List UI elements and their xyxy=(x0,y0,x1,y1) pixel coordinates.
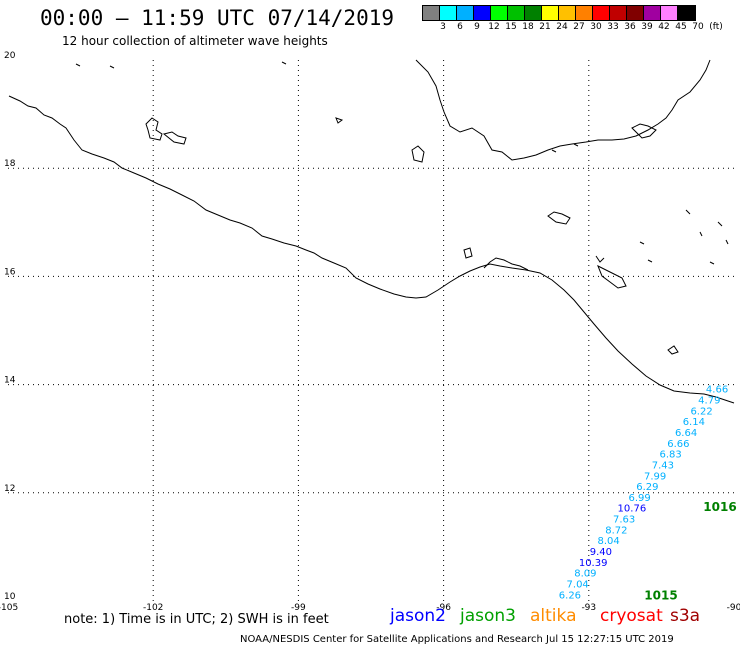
legend-label-33: 33 xyxy=(607,22,619,32)
legend-swatch-9 xyxy=(457,6,474,20)
wave-height-value: 7.43 xyxy=(652,460,674,471)
legend-swatch-36 xyxy=(610,6,627,20)
coastline xyxy=(8,59,735,404)
legend-swatch-3 xyxy=(423,6,440,20)
isthmus-bay xyxy=(483,257,529,271)
mexico-pacific-coastline xyxy=(8,95,735,404)
wave-height-value: 6.29 xyxy=(636,482,658,493)
wave-height-value: 6.66 xyxy=(667,439,689,450)
legend-label-30: 30 xyxy=(590,22,602,32)
legend-label-18: 18 xyxy=(522,22,534,32)
coast-detail-f xyxy=(595,255,605,263)
wave-height-value: 8.09 xyxy=(574,569,596,580)
legend-label-12: 12 xyxy=(488,22,500,32)
legend-swatch-15 xyxy=(491,6,508,20)
legend-label-42: 42 xyxy=(658,22,670,32)
time-label: 1015 xyxy=(644,588,677,602)
legend-swatch-70 xyxy=(678,6,695,20)
wave-height-value: 7.99 xyxy=(644,471,666,482)
coast-detail-h xyxy=(335,117,344,124)
altimeter-track: 4.664.796.226.146.646.666.837.437.996.29… xyxy=(559,385,737,603)
wave-height-color-legend xyxy=(422,5,696,21)
legend-swatch-21 xyxy=(525,6,542,20)
lat-label: 18 xyxy=(4,159,16,169)
legend-label-36: 36 xyxy=(624,22,636,32)
legend-swatch-24 xyxy=(542,6,559,20)
satellite-s3a: s3a xyxy=(670,606,701,626)
wave-height-value: 7.63 xyxy=(613,515,635,526)
coast-detail-e xyxy=(597,264,627,289)
lon-label: -105 xyxy=(0,603,18,613)
wave-height-value: 10.39 xyxy=(579,558,608,569)
legend-swatch-39 xyxy=(627,6,644,20)
wave-height-value: 6.22 xyxy=(690,406,712,417)
gulf-coastline xyxy=(415,59,711,161)
wave-height-value: 4.79 xyxy=(698,396,720,407)
wave-height-value: 6.14 xyxy=(683,417,705,428)
legend-swatch-33 xyxy=(593,6,610,20)
lat-label: 20 xyxy=(4,51,16,61)
lat-label: 16 xyxy=(4,267,16,277)
lon-label: -99 xyxy=(291,603,306,613)
lon-label: -102 xyxy=(143,603,163,613)
coast-detail-i xyxy=(463,247,473,259)
lat-lon-grid xyxy=(8,60,734,601)
satellite-altika: altika xyxy=(530,606,577,626)
coast-detail-c xyxy=(411,145,425,163)
wave-height-value: 8.04 xyxy=(598,536,620,547)
legend-label-39: 39 xyxy=(641,22,653,32)
lon-label: -90 xyxy=(727,603,740,613)
credit-line: NOAA/NESDIS Center for Satellite Applica… xyxy=(240,634,674,645)
coast-detail-k xyxy=(551,143,729,265)
legend-label-6: 6 xyxy=(457,22,463,32)
legend-unit: (ft) xyxy=(709,22,723,32)
time-label: 1016 xyxy=(703,500,736,514)
legend-swatch-6 xyxy=(440,6,457,20)
legend-label-9: 9 xyxy=(474,22,480,32)
wave-height-value: 9.40 xyxy=(590,547,612,558)
legend-label-21: 21 xyxy=(539,22,551,32)
lon-label: -93 xyxy=(581,603,596,613)
satellite-cryosat: cryosat xyxy=(600,606,663,626)
wave-height-value: 6.64 xyxy=(675,428,697,439)
legend-label-70: 70 xyxy=(692,22,704,32)
legend-label-3: 3 xyxy=(440,22,446,32)
legend-label-24: 24 xyxy=(556,22,568,32)
legend-label-45: 45 xyxy=(675,22,687,32)
units-note: note: 1) Time is in UTC; 2) SWH is in fe… xyxy=(64,612,329,627)
coast-detail-g xyxy=(631,123,657,139)
coast-detail-b xyxy=(162,131,187,145)
map-subtitle: 12 hour collection of altimeter wave hei… xyxy=(62,34,328,48)
legend-swatch-45 xyxy=(661,6,678,20)
wave-height-value: 7.04 xyxy=(567,579,589,590)
lon-label: -96 xyxy=(436,603,451,613)
legend-labels: 3 6 9 12 15 18 21 24 27 30 33 36 39 42 45 70 (ft) xyxy=(422,22,740,34)
coast-detail-l xyxy=(75,61,287,69)
wave-height-value: 8.72 xyxy=(605,525,627,536)
wave-height-value: 4.66 xyxy=(706,385,728,396)
legend-label-27: 27 xyxy=(573,22,585,32)
legend-swatch-12 xyxy=(474,6,491,20)
coast-detail-a xyxy=(145,117,163,141)
legend-swatch-27 xyxy=(559,6,576,20)
map-title: 00:00 – 11:59 UTC 07/14/2019 xyxy=(40,6,395,30)
lat-label: 14 xyxy=(4,376,16,386)
legend-swatch-30 xyxy=(576,6,593,20)
wave-height-value: 6.99 xyxy=(628,493,650,504)
coast-detail-d xyxy=(547,211,571,225)
coast-detail-j xyxy=(667,345,679,355)
lat-label: 10 xyxy=(4,592,16,602)
satellite-jason3: jason3 xyxy=(460,606,516,626)
wave-height-value: 6.26 xyxy=(559,590,581,601)
legend-swatch-18 xyxy=(508,6,525,20)
wave-height-value: 10.76 xyxy=(618,504,647,515)
axis-labels: -105 -102 -99 -96 -93 -90 20 18 16 14 12 10 xyxy=(0,51,740,613)
legend-label-15: 15 xyxy=(505,22,517,32)
lat-label: 12 xyxy=(4,484,15,494)
satellite-jason2: jason2 xyxy=(390,606,446,626)
wave-height-value: 6.83 xyxy=(659,450,681,461)
legend-swatch-42 xyxy=(644,6,661,20)
